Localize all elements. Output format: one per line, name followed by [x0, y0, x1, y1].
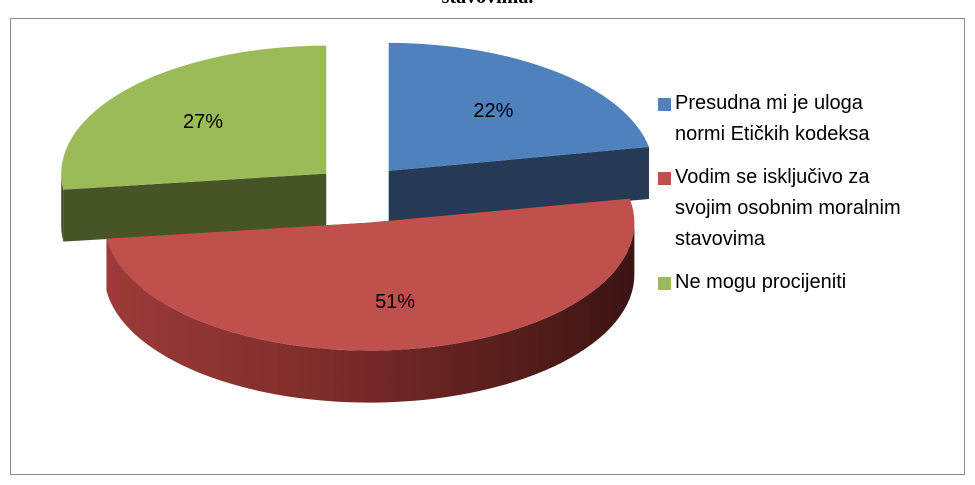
header-text-fragment: stavovima. — [0, 0, 975, 9]
legend-swatch-2 — [658, 277, 671, 290]
legend-label-1: Vodim se isključivo za svojim osobnim mo… — [675, 166, 901, 250]
chart-legend: Presudna mi je uloga normi Etičkih kodek… — [658, 88, 958, 310]
legend-label-0: Presudna mi je uloga normi Etičkih kodek… — [675, 92, 870, 145]
legend-swatch-0 — [658, 98, 671, 111]
legend-item-2: Ne mogu procijeniti — [658, 267, 958, 298]
data-label-1: 51% — [375, 291, 415, 313]
legend-label-2: Ne mogu procijeniti — [675, 271, 847, 293]
legend-item-1: Vodim se isključivo za svojim osobnim mo… — [658, 162, 958, 255]
slice-top-2 — [61, 45, 327, 190]
legend-swatch-1 — [658, 172, 671, 185]
data-label-2: 27% — [183, 111, 223, 133]
slice-wall-2-0 — [63, 173, 327, 242]
slice-side-1-0 — [106, 222, 635, 403]
legend-item-0: Presudna mi je uloga normi Etičkih kodek… — [658, 88, 958, 150]
slice-top-1 — [106, 198, 635, 351]
slice-side-2-0 — [61, 173, 64, 242]
slice-top-0 — [388, 42, 649, 171]
data-label-0: 22% — [473, 100, 513, 122]
